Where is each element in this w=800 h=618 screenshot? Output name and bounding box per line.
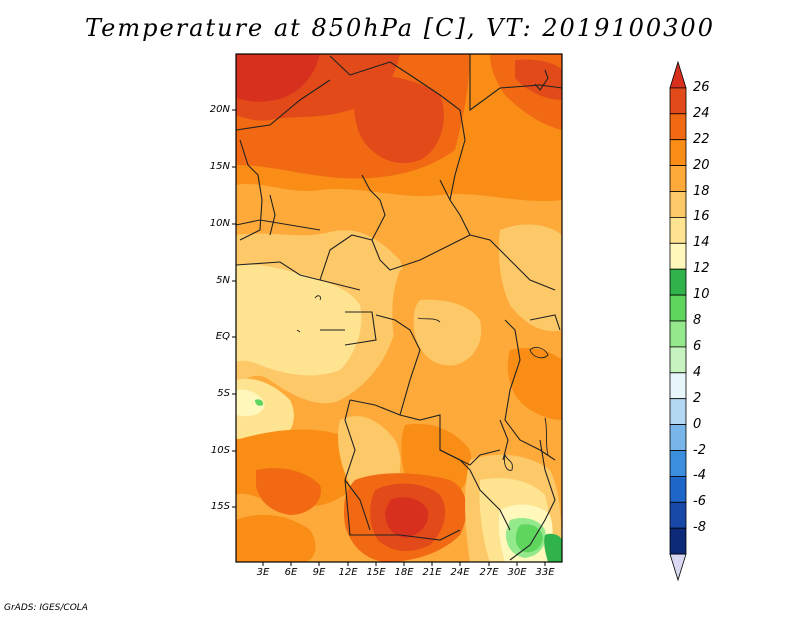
- colorbar-swatch: [669, 216, 687, 244]
- chart-title: Temperature at 850hPa [C], VT: 201910030…: [85, 14, 715, 42]
- colorbar-swatch: [669, 527, 687, 555]
- colorbar-swatch: [669, 191, 687, 218]
- grads-credit: GrADS: IGES/COLA: [4, 603, 88, 613]
- map-frame: [235, 53, 563, 563]
- y-tick-label: EQ: [215, 331, 230, 342]
- y-tick-label: 20N: [209, 104, 230, 115]
- colorbar-label: 0: [693, 416, 702, 432]
- temperature-field: [236, 54, 562, 562]
- colorbar-label: 2: [693, 390, 702, 406]
- colorbar-label: -4: [693, 468, 706, 484]
- y-tick-label: 10N: [209, 218, 230, 229]
- x-tick-label: 6E: [284, 567, 298, 578]
- colorbar-label: 20: [693, 157, 710, 173]
- colorbar-swatch: [669, 139, 687, 166]
- colorbar-swatch: [669, 372, 687, 400]
- y-tick-label: 10S: [210, 445, 230, 456]
- x-tick-label: 27E: [479, 567, 499, 578]
- colorbar-label: 24: [693, 105, 710, 121]
- colorbar-label: 18: [693, 183, 710, 199]
- x-tick-label: 18E: [394, 567, 414, 578]
- colorbar-label: 16: [693, 209, 710, 225]
- colorbar-swatch: [669, 320, 687, 348]
- colorbar-label: 12: [693, 261, 710, 277]
- y-tick-label: 5S: [217, 388, 230, 399]
- colorbar-label: -6: [693, 494, 706, 510]
- x-tick-label: 33E: [535, 567, 555, 578]
- x-tick-label: 9E: [312, 567, 326, 578]
- colorbar-swatch: [669, 398, 687, 426]
- colorbar-swatch: [669, 424, 687, 451]
- colorbar-swatch: [669, 113, 687, 141]
- colorbar-label: -8: [693, 520, 706, 536]
- colorbar-label: 6: [693, 338, 702, 354]
- x-tick-label: 21E: [422, 567, 442, 578]
- colorbar-label: 22: [693, 131, 710, 147]
- colorbar-label: 26: [693, 79, 710, 95]
- colorbar-swatch: [669, 501, 687, 529]
- colorbar-swatch: [669, 346, 687, 374]
- colorbar-swatch: [669, 87, 687, 115]
- colorbar-label: 10: [693, 287, 710, 303]
- y-tick-label: 15S: [210, 501, 230, 512]
- colorbar-label: -2: [693, 442, 706, 458]
- colorbar-min-triangle: [669, 553, 687, 582]
- x-tick-label: 24E: [450, 567, 470, 578]
- colorbar-max-triangle: [669, 60, 687, 89]
- x-tick-label: 30E: [507, 567, 527, 578]
- colorbar-swatch: [669, 268, 687, 296]
- colorbar-swatch: [669, 450, 687, 477]
- x-tick-label: 3E: [256, 567, 270, 578]
- y-tick-label: 5N: [216, 275, 230, 286]
- colorbar-label: 14: [693, 235, 710, 251]
- x-tick-label: 12E: [338, 567, 358, 578]
- colorbar-swatch: [669, 165, 687, 192]
- country-borders: [236, 54, 562, 561]
- colorbar-swatch: [669, 242, 687, 270]
- colorbar-label: 8: [693, 313, 702, 328]
- colorbar-swatch: [669, 475, 687, 503]
- colorbar-swatch: [669, 294, 687, 322]
- colorbar-label: 4: [693, 364, 702, 380]
- x-tick-label: 15E: [366, 567, 386, 578]
- y-tick-label: 15N: [209, 161, 230, 172]
